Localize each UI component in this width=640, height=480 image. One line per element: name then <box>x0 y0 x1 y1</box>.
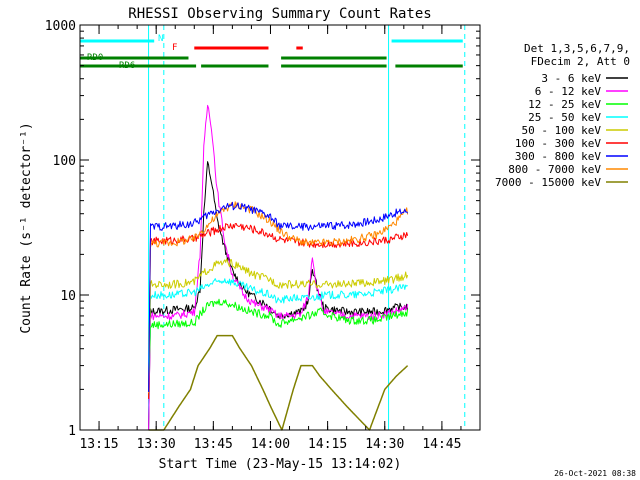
series-line-300-800-kev <box>148 201 409 393</box>
flag-label-rd0: RD0 <box>87 53 103 63</box>
y-tick-label-1000: 1000 <box>45 19 76 34</box>
legend-header-line-1: FDecim 2, Att 0 <box>531 55 630 68</box>
series-line-6-12-kev <box>148 104 409 431</box>
timestamp: 26-Oct-2021 08:38 <box>554 469 636 478</box>
plot-frame <box>79 24 481 431</box>
legend-label-50-100-kev: 50 - 100 keV <box>522 124 602 137</box>
flag-label-f: F <box>172 43 177 53</box>
x-tick-label-1445: 14:45 <box>422 437 461 452</box>
legend-header-line-0: Det 1,3,5,6,7,9, <box>524 42 630 55</box>
x-tick-label-1400: 14:00 <box>251 437 290 452</box>
legend-label-100-300-kev: 100 - 300 keV <box>515 137 601 150</box>
series-line-50-100-kev <box>148 258 409 399</box>
legend-label-25-50-kev: 25 - 50 keV <box>528 111 601 124</box>
x-tick-label-1415: 14:15 <box>308 437 347 452</box>
legend-label-12-25-kev: 12 - 25 keV <box>528 98 601 111</box>
series-line-25-50-kev <box>148 278 408 397</box>
x-tick-label-1315: 13:15 <box>79 437 118 452</box>
series-line-12-25-kev <box>148 298 409 396</box>
flag-label-n: N <box>158 34 163 44</box>
legend-label-300-800-kev: 300 - 800 keV <box>515 150 601 163</box>
series-line-3-6-kev <box>148 161 409 431</box>
y-tick-label-10: 10 <box>60 289 76 304</box>
x-tick-label-1330: 13:30 <box>137 437 176 452</box>
x-tick-label-1430: 14:30 <box>365 437 404 452</box>
y-tick-label-100: 100 <box>53 154 76 169</box>
legend-label-3-6-kev: 3 - 6 keV <box>541 72 601 85</box>
legend-label-800-7000-kev: 800 - 7000 keV <box>508 163 601 176</box>
y-tick-label-1: 1 <box>68 424 76 439</box>
legend-label-6-12-kev: 6 - 12 keV <box>535 85 602 98</box>
flag-label-rd6: RD6 <box>119 61 135 71</box>
series-line-800-7000-kev <box>148 201 409 394</box>
x-axis-label: Start Time (23-May-15 13:14:02) <box>159 457 402 472</box>
chart-title: RHESSI Observing Summary Count Rates <box>128 6 431 22</box>
series-line-100-300-kev <box>148 223 409 400</box>
series-line-7000-15000-kev <box>148 334 409 431</box>
x-tick-label-1345: 13:45 <box>194 437 233 452</box>
legend-label-7000-15000-kev: 7000 - 15000 keV <box>495 176 601 189</box>
y-axis-label: Count Rate (s⁻¹ detector⁻¹) <box>19 122 34 333</box>
